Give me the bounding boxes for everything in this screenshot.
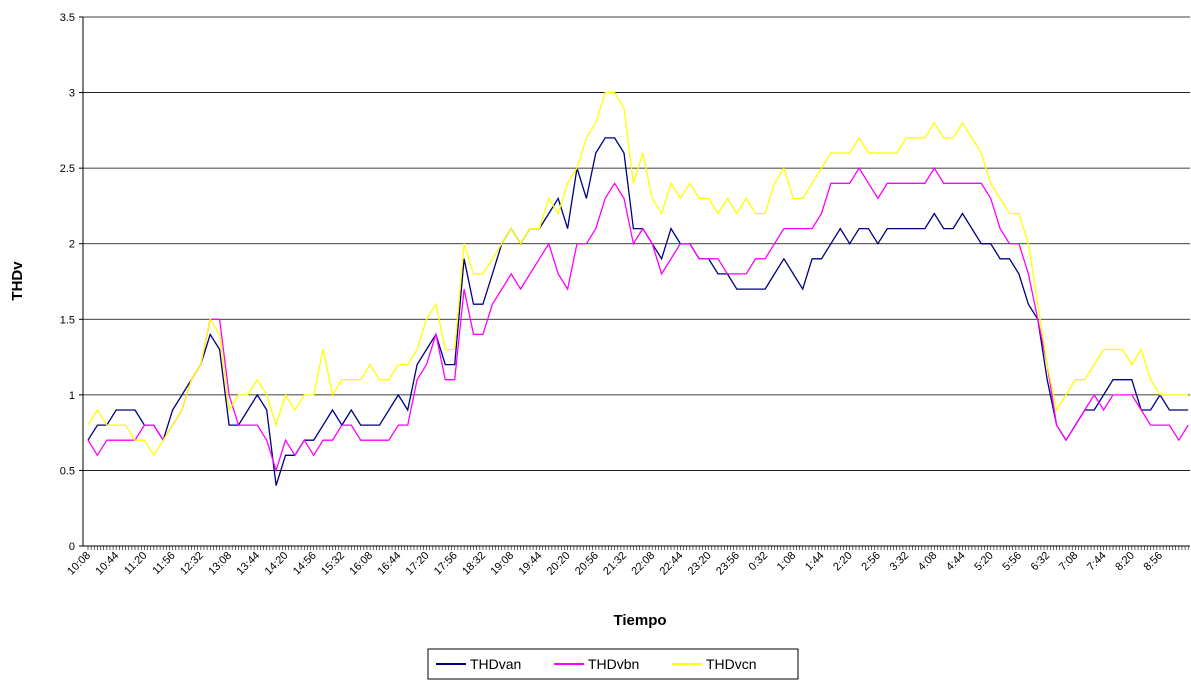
x-tick-label: 5:20 xyxy=(972,550,996,574)
series-line xyxy=(87,91,1189,457)
x-tick-label: 22:44 xyxy=(658,550,686,578)
x-tick-label: 17:56 xyxy=(432,550,460,578)
x-tick-label: 1:44 xyxy=(803,550,827,574)
legend-box xyxy=(427,648,799,680)
x-tick-label: 7:08 xyxy=(1057,550,1081,574)
y-tick-label: 0.5 xyxy=(60,465,75,477)
x-tick-label: 14:20 xyxy=(263,550,291,578)
x-tick-label: 2:20 xyxy=(831,550,855,574)
x-tick-label: 15:32 xyxy=(319,550,347,578)
x-tick-label: 11:56 xyxy=(150,550,177,577)
x-tick-label: 21:32 xyxy=(601,550,629,578)
y-tick-label: 3 xyxy=(69,88,75,100)
y-tick-label: 3.5 xyxy=(60,12,75,24)
x-tick-label: 20:56 xyxy=(573,550,601,578)
x-tick-label: 10:08 xyxy=(65,550,93,578)
legend-label: THDvan xyxy=(470,656,521,672)
y-tick-label: 1.5 xyxy=(60,314,75,326)
x-tick-label: 8:56 xyxy=(1141,550,1165,574)
x-tick-label: 16:08 xyxy=(347,550,375,578)
x-tick-label: 12:32 xyxy=(178,550,206,578)
x-tick-label: 7:44 xyxy=(1085,550,1109,574)
x-tick-label: 0:32 xyxy=(747,550,771,574)
x-tick-label: 16:44 xyxy=(375,550,403,578)
y-tick-label: 1 xyxy=(69,390,75,402)
x-tick-label: 4:44 xyxy=(944,550,968,574)
x-tick-label: 20:20 xyxy=(545,550,573,578)
x-tick-label: 18:32 xyxy=(460,550,488,578)
y-tick-label: 0 xyxy=(69,541,75,553)
y-tick-label: 2.5 xyxy=(60,163,75,175)
x-tick-label: 13:44 xyxy=(234,550,262,578)
x-tick-label: 5:56 xyxy=(1000,550,1024,574)
series-line xyxy=(87,137,1189,486)
x-tick-label: 22:08 xyxy=(629,550,657,578)
legend-label: THDvbn xyxy=(588,656,639,672)
x-tick-label: 13:08 xyxy=(206,550,234,578)
x-tick-label: 1:08 xyxy=(775,550,799,574)
series-line xyxy=(87,166,1189,473)
x-tick-label: 6:32 xyxy=(1029,550,1053,574)
x-tick-label: 2:56 xyxy=(859,550,883,574)
y-axis-title: THDv xyxy=(9,261,26,301)
x-tick-label: 19:08 xyxy=(488,550,516,578)
legend-label: THDvcn xyxy=(706,656,757,672)
x-tick-label: 10:44 xyxy=(93,550,121,578)
x-tick-label: 4:08 xyxy=(916,550,940,574)
x-tick-label: 3:32 xyxy=(888,550,912,574)
x-tick-label: 23:20 xyxy=(686,550,714,578)
x-tick-label: 17:20 xyxy=(404,550,432,578)
x-tick-label: 11:20 xyxy=(122,550,149,577)
x-tick-label: 8:20 xyxy=(1113,550,1137,574)
x-axis-title: Tiempo xyxy=(613,612,666,629)
y-tick-label: 2 xyxy=(69,239,75,251)
x-tick-label: 23:56 xyxy=(714,550,742,578)
x-tick-label: 14:56 xyxy=(291,550,319,578)
x-tick-label: 19:44 xyxy=(517,550,545,578)
